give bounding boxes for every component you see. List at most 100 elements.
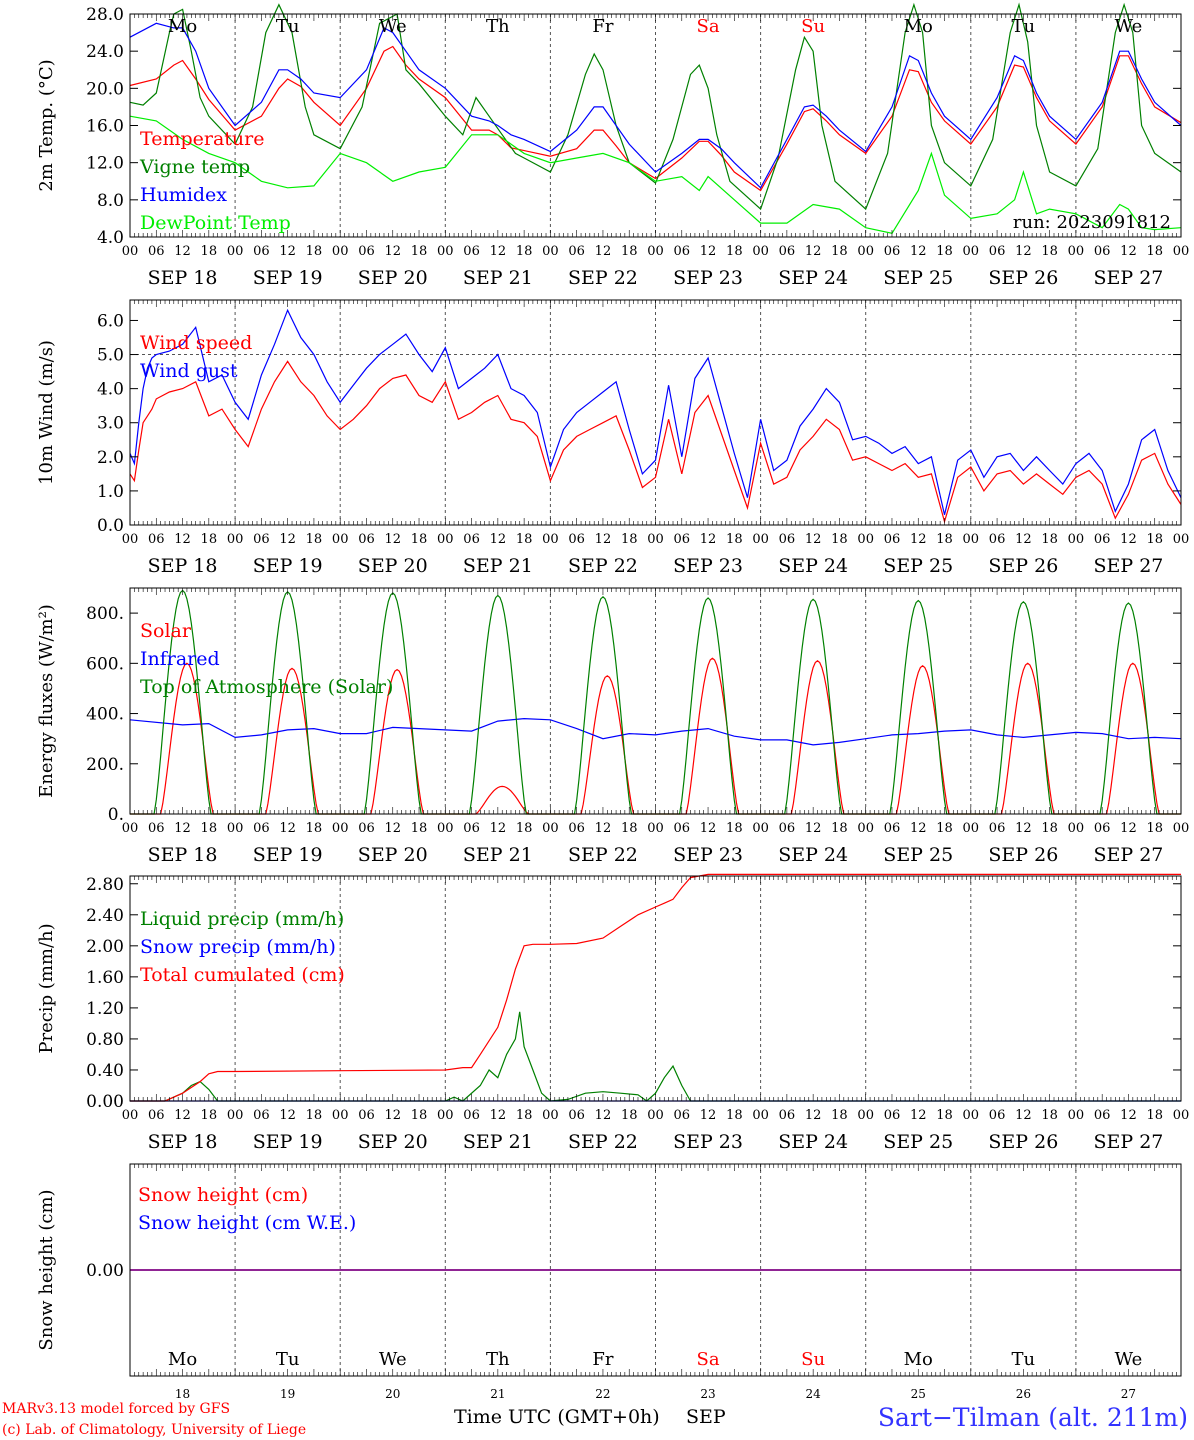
hour-tick-label: 06 xyxy=(779,244,796,259)
hour-tick-label: 18 xyxy=(831,821,848,836)
weekday-label: Mo xyxy=(904,16,933,37)
hour-tick-label: 00 xyxy=(122,821,139,836)
date-label: SEP 27 xyxy=(1094,1131,1164,1153)
date-label: SEP 24 xyxy=(778,1131,848,1153)
hour-tick-label: 06 xyxy=(1094,1108,1111,1123)
hour-tick-label: 12 xyxy=(700,821,717,836)
weekday-label: We xyxy=(379,16,407,37)
y-tick-label: 600. xyxy=(86,654,124,674)
hour-tick-label: 00 xyxy=(227,532,244,547)
series-line-4-1 xyxy=(130,1011,1181,1102)
hour-tick-label: 12 xyxy=(174,1108,191,1123)
hour-tick-label: 06 xyxy=(253,1108,270,1123)
hour-tick-label: 00 xyxy=(1173,1108,1190,1123)
date-label: SEP 18 xyxy=(148,1131,218,1153)
hour-tick-label: 00 xyxy=(1068,532,1085,547)
hour-tick-label: 06 xyxy=(568,821,585,836)
hour-tick-label: 12 xyxy=(910,1108,927,1123)
date-label: SEP 19 xyxy=(253,267,323,289)
x-axis-label: Time UTC (GMT+0h) xyxy=(454,1406,660,1428)
date-label: SEP 19 xyxy=(253,555,323,577)
hour-tick-label: 12 xyxy=(490,1108,507,1123)
weekday-label: Tu xyxy=(276,1349,300,1370)
weekday-label: Sa xyxy=(697,1349,720,1370)
series-line-4-3 xyxy=(130,873,1181,1102)
hour-tick-label: 18 xyxy=(411,1108,428,1123)
y-tick-label: 12.0 xyxy=(86,154,124,174)
hour-tick-label: 00 xyxy=(752,532,769,547)
hour-tick-label: 06 xyxy=(1094,244,1111,259)
hour-tick-label: 06 xyxy=(568,532,585,547)
date-label: SEP 23 xyxy=(673,844,743,866)
y-tick-label: 0. xyxy=(108,805,124,825)
plot-frame xyxy=(129,299,1182,526)
hour-tick-label: 00 xyxy=(227,821,244,836)
hour-tick-label: 00 xyxy=(542,244,559,259)
hour-tick-label: 06 xyxy=(1094,532,1111,547)
hour-tick-label: 18 xyxy=(621,244,638,259)
date-label: SEP 23 xyxy=(673,267,743,289)
y-tick-label: 800. xyxy=(86,604,124,624)
hour-tick-label: 00 xyxy=(647,532,664,547)
hour-tick-label: 00 xyxy=(857,532,874,547)
hour-tick-label: 12 xyxy=(279,1108,296,1123)
hour-tick-label: 18 xyxy=(306,244,323,259)
legend-entry: Snow height (cm W.E.) xyxy=(138,1212,356,1234)
hour-tick-label: 18 xyxy=(1146,1108,1163,1123)
date-label: SEP 25 xyxy=(883,844,953,866)
hour-tick-label: 12 xyxy=(910,244,927,259)
date-label: SEP 21 xyxy=(463,267,533,289)
date-label: SEP 19 xyxy=(253,1131,323,1153)
hour-tick-label: 12 xyxy=(595,244,612,259)
date-label: SEP 27 xyxy=(1094,844,1164,866)
hour-tick-label: 00 xyxy=(332,532,349,547)
hour-tick-label: 12 xyxy=(174,532,191,547)
station-title: Sart−Tilman (alt. 211m) xyxy=(878,1403,1188,1432)
date-label: SEP 26 xyxy=(988,1131,1058,1153)
legend-entry: Top of Atmosphere (Solar) xyxy=(140,676,393,698)
hour-tick-label: 00 xyxy=(332,821,349,836)
hour-tick-label: 12 xyxy=(1015,1108,1032,1123)
date-label: SEP 24 xyxy=(778,844,848,866)
hour-tick-label: 12 xyxy=(805,1108,822,1123)
y-tick-label: 5.0 xyxy=(97,346,124,366)
hour-tick-label: 12 xyxy=(910,821,927,836)
hour-tick-label: 00 xyxy=(122,532,139,547)
hour-tick-label: 12 xyxy=(805,532,822,547)
legend-entry: Wind gust xyxy=(140,360,238,382)
hour-tick-label: 00 xyxy=(647,244,664,259)
hour-tick-label: 06 xyxy=(463,821,480,836)
date-label: SEP 19 xyxy=(253,844,323,866)
date-label: SEP 27 xyxy=(1094,555,1164,577)
date-label: SEP 20 xyxy=(358,267,428,289)
hour-tick-label: 00 xyxy=(437,532,454,547)
day-number-label: 26 xyxy=(1016,1387,1031,1401)
hour-tick-label: 12 xyxy=(700,244,717,259)
hour-tick-label: 12 xyxy=(490,532,507,547)
day-number-label: 22 xyxy=(595,1387,610,1401)
hour-tick-label: 18 xyxy=(201,244,218,259)
hour-tick-label: 06 xyxy=(884,532,901,547)
date-label: SEP 22 xyxy=(568,844,638,866)
panel-1: 4.0 8.0 12.0 16.0 20.0 24.0 28.0 2m Temp. (°C) 0… xyxy=(36,2,1189,289)
hour-tick-label: 06 xyxy=(463,532,480,547)
hour-tick-label: 12 xyxy=(1015,821,1032,836)
hour-tick-label: 06 xyxy=(568,244,585,259)
hour-tick-label: 06 xyxy=(989,1108,1006,1123)
date-label: SEP 25 xyxy=(883,1131,953,1153)
legend-entry: Vigne temp xyxy=(139,156,250,178)
legend-entry: Liquid precip (mm/h) xyxy=(140,908,344,930)
hour-tick-label: 18 xyxy=(1146,244,1163,259)
hour-tick-label: 18 xyxy=(726,532,743,547)
date-label: SEP 21 xyxy=(463,555,533,577)
series-line-1-3 xyxy=(129,22,1182,189)
hour-tick-label: 06 xyxy=(989,821,1006,836)
day-number-label: 27 xyxy=(1121,1387,1136,1401)
hour-tick-label: 18 xyxy=(621,1108,638,1123)
hour-tick-label: 18 xyxy=(411,532,428,547)
hour-tick-label: 18 xyxy=(411,821,428,836)
hour-tick-label: 18 xyxy=(936,244,953,259)
hour-tick-label: 12 xyxy=(490,821,507,836)
hour-tick-label: 18 xyxy=(1041,1108,1058,1123)
series-line-1-1 xyxy=(129,45,1182,192)
